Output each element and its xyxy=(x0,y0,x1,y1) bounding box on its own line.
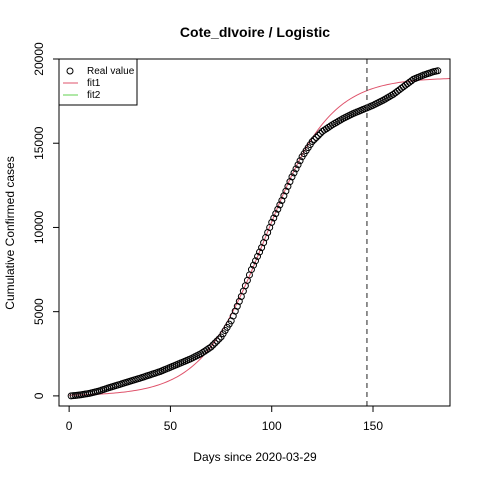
real-value-point xyxy=(308,138,316,146)
real-value-point xyxy=(252,257,260,265)
real-value-point xyxy=(294,161,302,169)
x-tick-label: 150 xyxy=(363,419,383,433)
fit1-curve xyxy=(69,78,451,396)
y-axis-label: Cumulative Confirmed cases xyxy=(3,156,17,309)
x-tick-label: 100 xyxy=(262,419,282,433)
real-value-point xyxy=(215,335,223,343)
legend-fit2-label: fit2 xyxy=(87,90,101,101)
chart-title: Cote_dIvoire / Logistic xyxy=(180,24,330,40)
y-tick-label: 0 xyxy=(32,392,46,399)
real-value-point xyxy=(254,252,262,260)
legend-real-value-marker xyxy=(66,67,74,75)
real-value-point xyxy=(270,214,278,222)
real-value-point xyxy=(310,136,318,144)
real-value-point xyxy=(276,201,284,209)
real-value-point xyxy=(211,339,219,347)
real-value-point xyxy=(292,165,300,173)
real-value-point xyxy=(312,134,320,141)
real-value-point xyxy=(288,173,296,181)
y-tick-label: 15000 xyxy=(32,126,46,160)
real-value-point xyxy=(247,266,255,274)
real-value-point xyxy=(290,169,298,177)
y-tick-label: 10000 xyxy=(32,210,46,244)
real-value-point xyxy=(272,210,280,218)
real-value-point xyxy=(205,344,213,352)
legend: Real value fit1 fit2 xyxy=(58,58,138,106)
real-value-point xyxy=(434,67,442,75)
legend-box xyxy=(58,58,138,106)
real-value-point xyxy=(256,248,264,256)
x-tick-label: 50 xyxy=(164,419,178,433)
real-value-point xyxy=(316,129,324,137)
y-tick-label: 5000 xyxy=(32,298,46,325)
real-value-point xyxy=(213,337,221,345)
legend-real-value-label: Real value xyxy=(87,66,135,77)
real-value-point xyxy=(207,343,215,351)
real-value-point xyxy=(296,157,304,165)
real-value-point xyxy=(268,218,276,226)
real-value-point xyxy=(314,131,322,139)
real-value-point xyxy=(274,205,282,213)
y-tick-label: 20000 xyxy=(32,42,46,76)
x-axis-label: Days since 2020-03-29 xyxy=(193,450,317,464)
real-value-point xyxy=(209,341,217,349)
legend-fit1-label: fit1 xyxy=(87,78,101,89)
x-tick-label: 0 xyxy=(66,419,73,433)
real-value-point xyxy=(249,261,257,269)
